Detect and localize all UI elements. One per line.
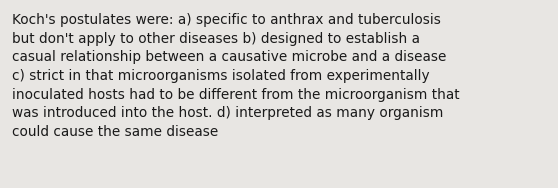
Text: Koch's postulates were: a) specific to anthrax and tuberculosis
but don't apply : Koch's postulates were: a) specific to a… xyxy=(12,13,460,139)
